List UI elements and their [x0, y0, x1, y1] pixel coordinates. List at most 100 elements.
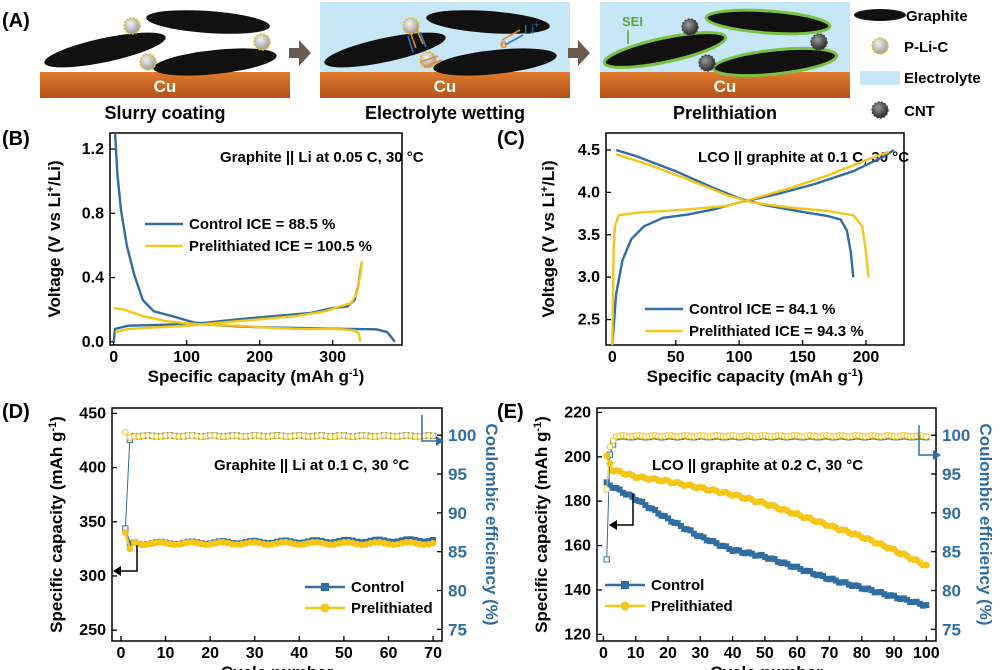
- capacity-point-control: [687, 527, 694, 534]
- capacity-point-control: [652, 506, 659, 513]
- y-tick-label: 0.8: [82, 205, 104, 222]
- arrow-right-icon: [933, 450, 941, 460]
- capacity-point-control: [742, 550, 749, 557]
- series-line-control: [615, 148, 855, 278]
- capacity-point-control: [807, 568, 814, 575]
- plot-frame: [109, 132, 403, 346]
- capacity-point-control: [616, 486, 623, 493]
- x-tick-label: 100: [173, 349, 200, 366]
- y-tick-label: 300: [79, 568, 106, 585]
- legend-label: CNT: [904, 103, 935, 120]
- capacity-point-control: [665, 515, 672, 522]
- copper-substrate: [600, 72, 850, 98]
- capacity-point-control: [897, 596, 904, 603]
- capacity-point-control: [694, 532, 701, 539]
- step-slurry-coating: Cu Slurry coating: [40, 10, 290, 123]
- capacity-point-control: [739, 549, 746, 556]
- graphite-flake: [146, 10, 270, 34]
- capacity-point-control: [810, 570, 817, 577]
- capacity-point-control: [713, 540, 720, 547]
- legend-graphite-swatch: [854, 9, 906, 21]
- y2-tick-label: 100: [942, 426, 970, 445]
- legend-cnt-swatch: [871, 101, 889, 119]
- y-tick-label: 120: [564, 626, 591, 643]
- capacity-point-control: [907, 599, 914, 606]
- x-tick-label: 20: [659, 645, 677, 662]
- arrow-right-icon: [436, 436, 444, 446]
- capacity-point-control: [707, 538, 713, 545]
- capacity-point-control: [648, 505, 655, 512]
- arrow-right-icon: [568, 40, 590, 66]
- y-tick-label: 4.0: [578, 184, 600, 201]
- capacity-point-control: [771, 556, 778, 563]
- x-tick-label: 20: [201, 645, 219, 662]
- chart-title: Graphite || Li at 0.05 C, 30 °C: [220, 149, 424, 166]
- x-tick-label: 10: [157, 645, 175, 662]
- capacity-point-control: [674, 520, 681, 527]
- series-line-prelithiated: [615, 153, 870, 278]
- x-tick-label: 100: [913, 645, 940, 662]
- capacity-point-control: [761, 553, 768, 560]
- capacity-point-control: [758, 551, 765, 558]
- y-tick-label: 400: [79, 460, 106, 477]
- y2-tick-label: 100: [448, 426, 476, 445]
- capacity-point-control: [813, 572, 820, 579]
- capacity-point-control: [752, 552, 759, 559]
- capacity-point-control: [632, 497, 639, 504]
- arrow-left-icon: [113, 566, 121, 576]
- x-tick-label: 60: [380, 645, 398, 662]
- plot-frame: [111, 407, 443, 642]
- capacity-point-control: [703, 537, 710, 544]
- capacity-point-control: [868, 587, 875, 594]
- step-electrolyte-wetting: Cu Li+ e Electrolyte wetting: [320, 2, 570, 123]
- electron-arrow-icon: [409, 27, 424, 49]
- y-tick-label: 450: [79, 405, 106, 422]
- ce-point-prelithiated: [429, 432, 437, 440]
- x-tick-label: 0: [109, 349, 118, 366]
- capacity-point-control: [723, 543, 730, 550]
- x-tick-label: 80: [853, 645, 871, 662]
- x-tick-label: 40: [290, 645, 308, 662]
- capacity-point-control: [874, 589, 881, 596]
- x-tick-label: 70: [424, 645, 442, 662]
- panel-letter: (E): [497, 401, 524, 423]
- chart-title: Graphite || Li at 0.1 C, 30 °C: [214, 457, 409, 474]
- electron-arrow-icon: [501, 29, 521, 41]
- step-caption: Prelithiation: [673, 103, 777, 123]
- capacity-point-control: [726, 546, 733, 553]
- capacity-point-control: [745, 549, 752, 556]
- capacity-point-control: [836, 579, 843, 586]
- legend-label: Prelithiated ICE = 94.3 %: [689, 323, 864, 340]
- capacity-point-control: [697, 532, 704, 539]
- plot-frame: [596, 407, 937, 642]
- x-tick-label: 40: [724, 645, 742, 662]
- capacity-point-control: [884, 592, 891, 599]
- capacity-point-control: [668, 518, 675, 525]
- panel-e-cycling: 0 10 20 30 40 50 60 70 80 90 100 120 140 160 180 200 220…: [497, 401, 995, 670]
- legend-label: Prelithiated: [651, 598, 733, 615]
- capacity-point-control: [684, 526, 691, 533]
- y-tick-label: 2.5: [578, 312, 600, 329]
- x-tick-label: 50: [756, 645, 774, 662]
- capacity-point-control: [800, 568, 807, 575]
- panel-c-voltage-profile: 0 50 100 150 200 2.5 3.0 3.5 4.0 4.5 Specific capa…: [497, 128, 909, 386]
- x-tick-label: 50: [667, 349, 685, 366]
- plot-frame: [605, 132, 905, 346]
- y-tick-label: 0.0: [82, 334, 104, 351]
- y2-tick-label: 80: [942, 582, 961, 601]
- x-tick-label: 50: [335, 645, 353, 662]
- y2-tick-label: 85: [942, 543, 961, 562]
- y-tick-label: 0.4: [82, 270, 104, 287]
- capacity-point-control: [878, 588, 885, 595]
- capacity-point-control: [794, 563, 801, 570]
- graphite-flake: [44, 32, 166, 68]
- chart-title: LCO || graphite at 0.1 C, 30 °C: [698, 149, 909, 166]
- capacity-point-control: [894, 595, 901, 602]
- ce-point-control: [603, 556, 610, 563]
- capacity-point-control: [736, 547, 743, 554]
- capacity-point-control: [613, 485, 620, 492]
- capacity-point-control: [639, 498, 646, 505]
- copper-substrate: [40, 72, 290, 98]
- x-tick-label: 100: [726, 349, 753, 366]
- legend-electrolyte-swatch: [860, 71, 900, 85]
